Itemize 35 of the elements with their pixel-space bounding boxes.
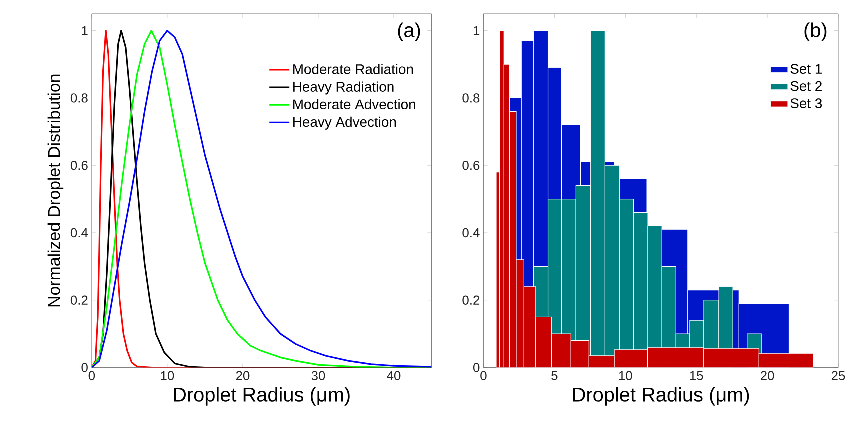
y-tick-label: 0.2 [70,296,88,306]
y-tick-label: 0.2 [462,296,480,306]
x-tick-label: 10 [161,371,174,381]
x-tick-label: 0 [480,371,487,381]
x-tick-label: 25 [832,371,846,381]
legend-label: Moderate Radiation [294,64,414,75]
y-tick-label: 0 [473,363,480,372]
legend-label: Set 2 [790,81,822,92]
chart-title: (b) [804,22,827,42]
x-axis-title: Droplet Radius (μm) [174,387,350,406]
y-tick-label: 0.8 [70,94,88,103]
x-tick-label: 20 [236,371,250,381]
x-tick-label: 15 [690,371,704,380]
chart-title: (a) [398,22,420,42]
legend-label: Heavy Radiation [294,82,394,95]
y-tick-label: 0.6 [462,161,480,170]
y-tick-label: 0.6 [70,161,88,170]
x-tick-label: 10 [619,371,632,381]
y-tick-label: 1 [474,26,480,36]
legend-label: Heavy Advection [294,117,396,130]
legend-label: Set 3 [790,98,822,109]
x-tick-label: 5 [552,371,558,380]
x-tick-label: 20 [760,371,774,381]
legend-label: Set 1 [790,64,822,74]
y-tick-label: 0.4 [70,228,88,238]
y-tick-label: 0.8 [462,94,480,103]
y-tick-label: 0 [82,363,88,372]
y-tick-label: 1 [82,26,88,36]
x-tick-label: 30 [312,371,326,381]
y-tick-label: 0.4 [462,228,480,238]
x-tick-label: 40 [387,371,401,381]
legend-label: Moderate Advection [294,99,416,110]
y-axis-title: Normalized Droplet Distribution [48,75,64,307]
x-tick-label: 0 [88,371,96,381]
x-axis-title: Droplet Radius (μm) [573,387,750,406]
